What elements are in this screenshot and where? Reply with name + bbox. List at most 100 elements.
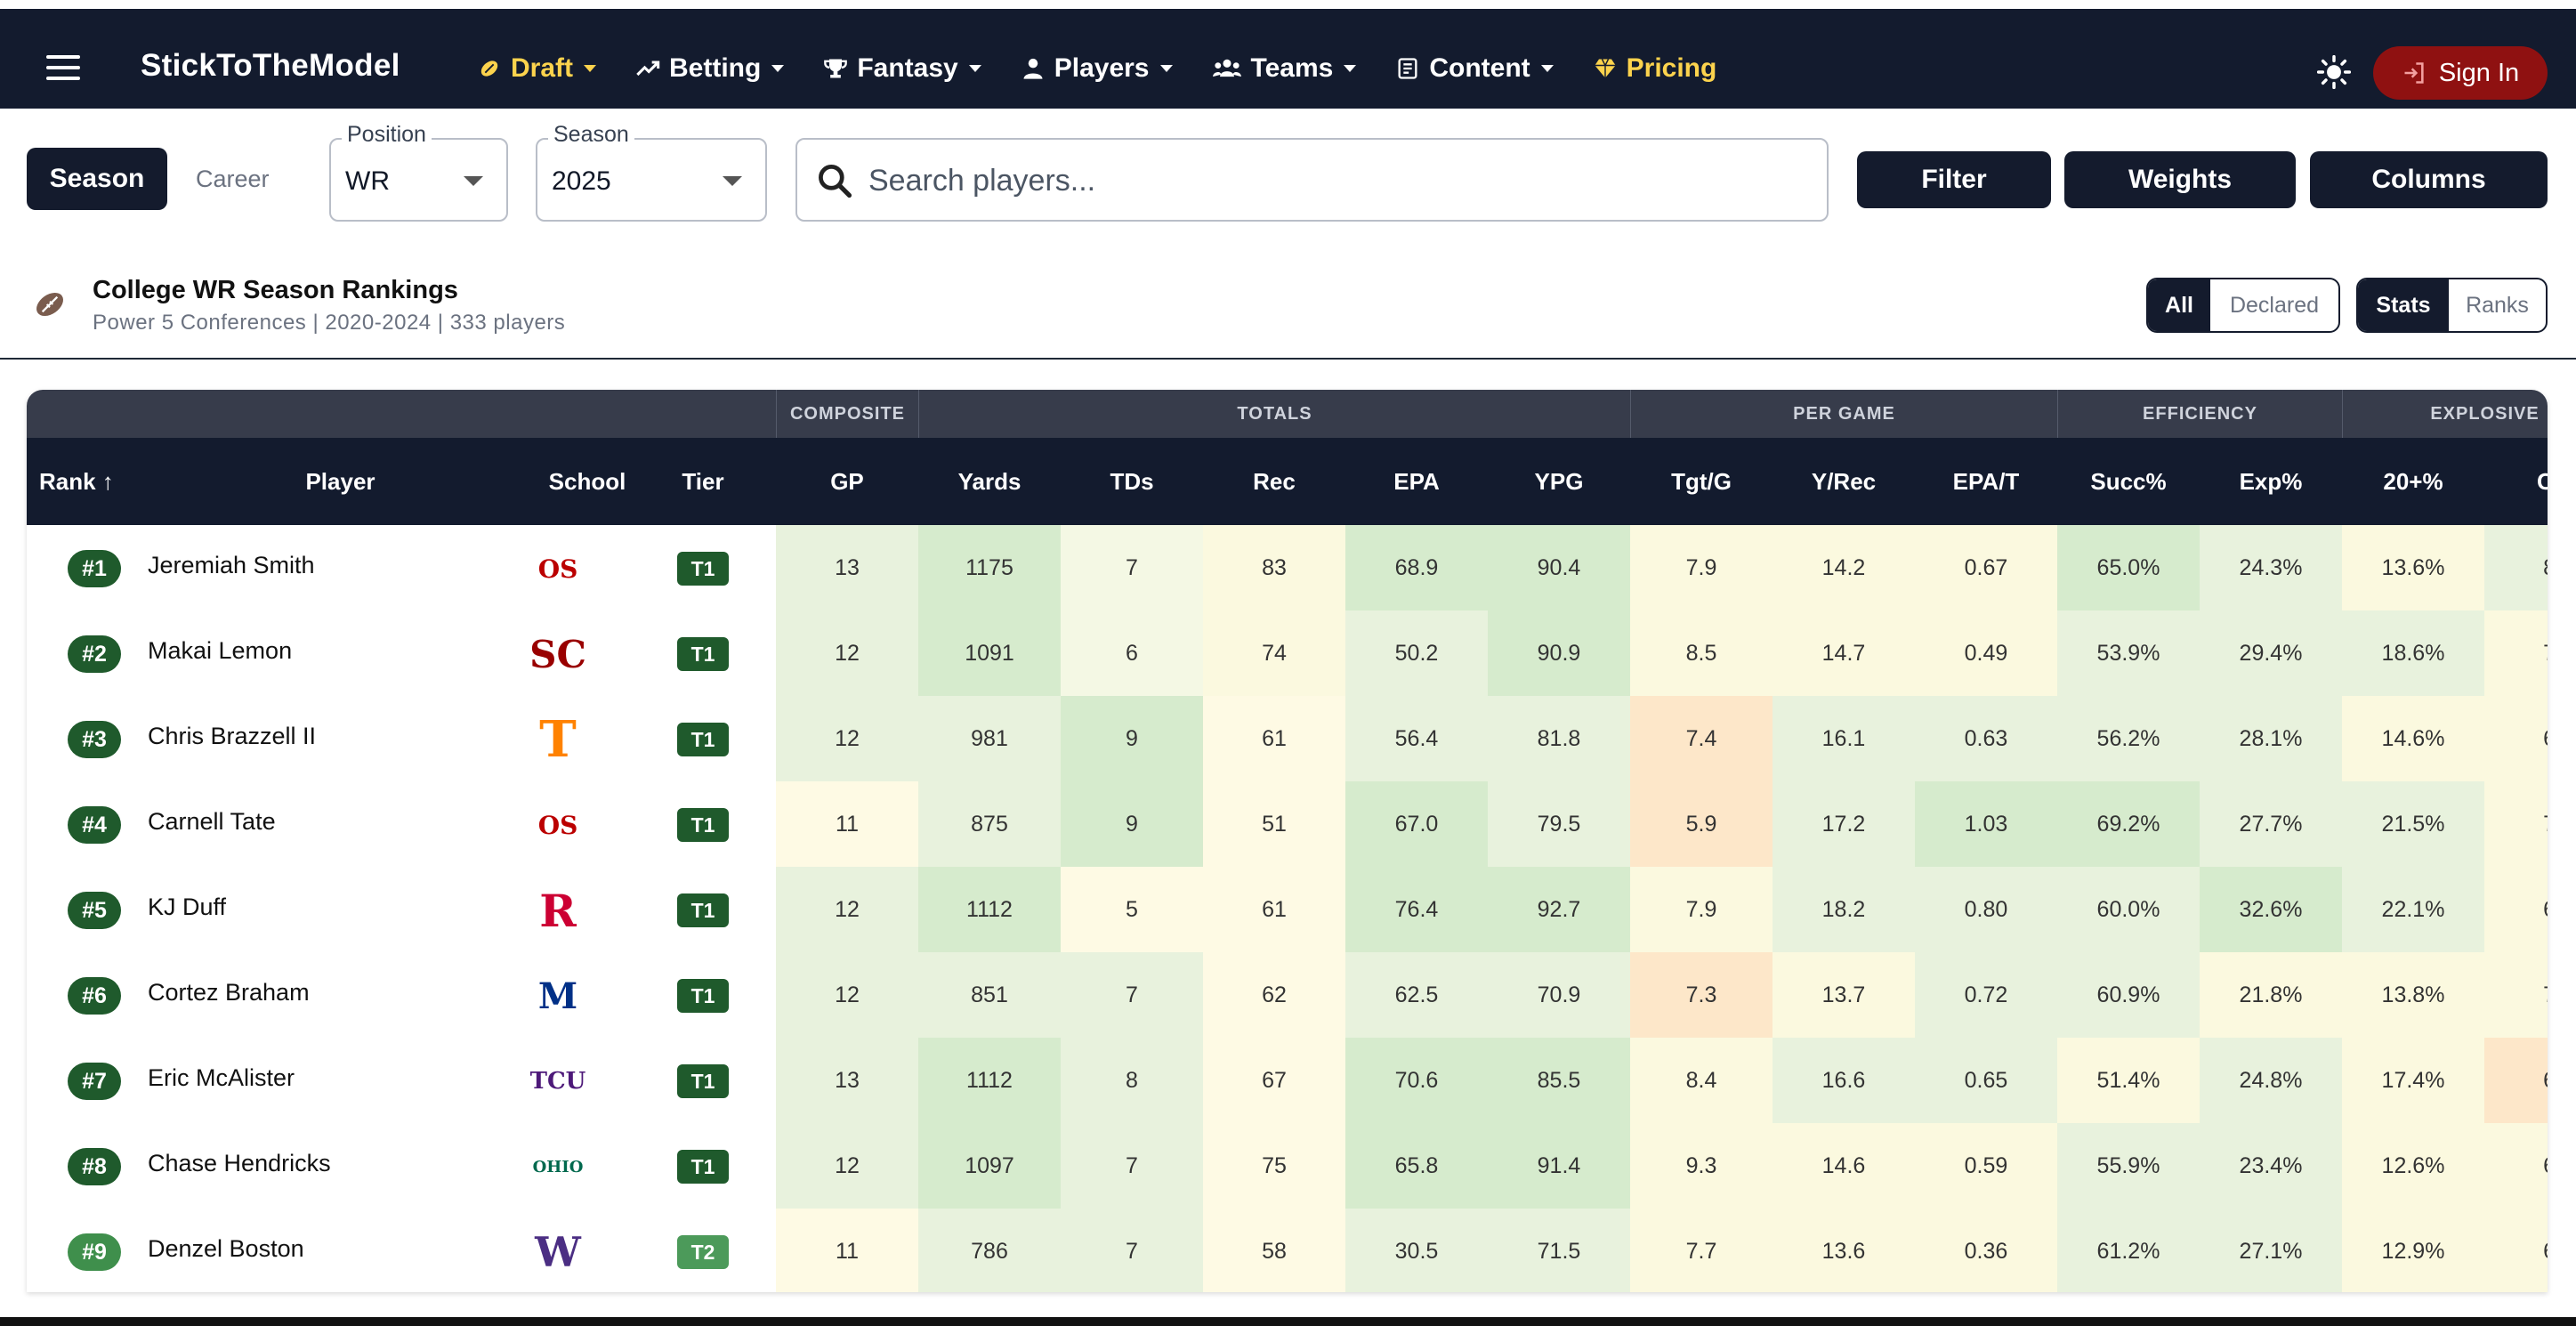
table-row[interactable]: #3 Chris Brazzell II T T1 12 981 9 61 56.4 81.8 7.… <box>27 696 2548 781</box>
stat-cell: 9.3 <box>1630 1123 1773 1209</box>
player-name[interactable]: Jeremiah Smith <box>148 552 315 578</box>
player-name[interactable]: Chase Hendricks <box>148 1150 331 1176</box>
group-per-game: PER GAME <box>1630 390 2057 438</box>
stat-cell: 78 <box>2484 781 2548 867</box>
menu-teams[interactable]: Teams <box>1212 43 1357 94</box>
column-header-succ[interactable]: Succ% <box>2090 467 2167 495</box>
stat-cell: 6 <box>1061 610 1203 696</box>
column-header-player[interactable]: Player <box>305 467 375 495</box>
stat-cell: 80 <box>2484 525 2548 610</box>
stat-cell: 67.0 <box>1345 781 1488 867</box>
column-header-ypg[interactable]: YPG <box>1534 467 1584 495</box>
column-header-20[interactable]: 20+% <box>2383 467 2443 495</box>
columns-button[interactable]: Columns <box>2310 151 2548 208</box>
stat-cell: 7.3 <box>1630 952 1773 1038</box>
column-header-rank[interactable]: Rank ↑ <box>39 467 114 495</box>
sign-in-button[interactable]: Sign In <box>2373 46 2548 100</box>
table-row[interactable]: #9 Denzel Boston W T2 11 786 7 58 30.5 71.5 7.7 13.… <box>27 1209 2548 1292</box>
column-header-exp[interactable]: Exp% <box>2239 467 2303 495</box>
rank-badge: #9 <box>68 1233 121 1271</box>
stat-cell: 62.5 <box>1345 952 1488 1038</box>
school-logo-icon: OS <box>537 810 578 840</box>
toggle-declared[interactable]: Declared <box>2229 292 2320 318</box>
tab-career[interactable]: Career <box>196 166 270 192</box>
sun-icon[interactable] <box>2317 55 2351 89</box>
table-row[interactable]: #2 Makai Lemon SC T1 12 1091 6 74 50.2 90.9 8.5 14.… <box>27 610 2548 696</box>
stat-cell: 64 <box>2484 867 2548 952</box>
column-header-gp[interactable]: GP <box>830 467 864 495</box>
player-name[interactable]: Denzel Boston <box>148 1235 304 1262</box>
column-header-yards[interactable]: Yards <box>957 467 1022 495</box>
player-name[interactable]: Makai Lemon <box>148 637 293 664</box>
stat-cell: 5.9 <box>1630 781 1773 867</box>
menu-pricing[interactable]: Pricing <box>1593 43 1717 94</box>
player-name[interactable]: Cortez Braham <box>148 979 310 1006</box>
menu-fantasy[interactable]: Fantasy <box>823 43 981 94</box>
stat-cell: 875 <box>918 781 1061 867</box>
menu-draft[interactable]: Draft <box>477 43 597 94</box>
chevron-down-icon <box>584 65 597 72</box>
position-value: WR <box>345 166 390 196</box>
menu-players[interactable]: Players <box>1021 43 1173 94</box>
stat-cell: 65.8 <box>1345 1123 1488 1209</box>
stat-cell: 69.2% <box>2057 781 2200 867</box>
trophy-icon <box>824 59 848 78</box>
stat-cell: 13.6% <box>2342 525 2484 610</box>
search-box[interactable] <box>795 138 1829 222</box>
table-row[interactable]: #5 KJ Duff R T1 12 1112 5 61 76.4 92.7 7.9 18.2 0.80… <box>27 867 2548 952</box>
tier-badge: T1 <box>677 552 729 586</box>
player-name[interactable]: Chris Brazzell II <box>148 723 317 749</box>
toggle-ranks[interactable]: Ranks <box>2466 292 2529 318</box>
search-input[interactable] <box>867 156 1805 206</box>
brand-logo[interactable]: StickToTheModel <box>141 48 400 83</box>
filter-button[interactable]: Filter <box>1857 151 2051 208</box>
column-header-epa[interactable]: EPA <box>1393 467 1440 495</box>
table-row[interactable]: #7 Eric McAlister TCU T1 13 1112 8 67 70.6 85.5 8.… <box>27 1038 2548 1123</box>
column-header-y-rec[interactable]: Y/Rec <box>1811 467 1877 495</box>
table-row[interactable]: #1 Jeremiah Smith OS T1 13 1175 7 83 68.9 90.4 7.9… <box>27 525 2548 610</box>
stat-cell: 21.5% <box>2342 781 2484 867</box>
column-header-tds[interactable]: TDs <box>1110 467 1154 495</box>
stat-cell: 13.6 <box>1773 1209 1915 1292</box>
stat-cell: 9 <box>1061 696 1203 781</box>
sign-in-label: Sign In <box>2438 58 2520 87</box>
stat-cell: 91.4 <box>1488 1123 1630 1209</box>
menu-pricing-label: Pricing <box>1626 53 1717 83</box>
column-header-cat[interactable]: Cat <box>2537 467 2548 495</box>
table-row[interactable]: #4 Carnell Tate OS T1 11 875 9 51 67.0 79.5 5.9 17.… <box>27 781 2548 867</box>
stat-cell: 21.8% <box>2200 952 2342 1038</box>
stat-cell: 85.5 <box>1488 1038 1630 1123</box>
menu-content[interactable]: Content <box>1395 43 1554 94</box>
table-row[interactable]: #6 Cortez Braham M T1 12 851 7 62 62.5 70.9 7.3 13.… <box>27 952 2548 1038</box>
menu-betting[interactable]: Betting <box>635 43 785 94</box>
hamburger-menu-icon[interactable] <box>46 55 80 80</box>
tab-season[interactable]: Season <box>27 148 167 210</box>
stat-cell: 12.6% <box>2342 1123 2484 1209</box>
toggle-stats[interactable]: Stats <box>2358 279 2449 331</box>
column-header-tgt-g[interactable]: Tgt/G <box>1671 467 1732 495</box>
table-row[interactable]: #8 Chase Hendricks OHIO T1 12 1097 7 75 65.8 91.4… <box>27 1123 2548 1209</box>
toggle-all[interactable]: All <box>2148 279 2210 331</box>
stat-cell: 8.5 <box>1630 610 1773 696</box>
football-icon <box>36 292 64 317</box>
main-menu: Draft Betting Fantasy Players Teams Cont… <box>477 43 1756 94</box>
column-header-epa-t[interactable]: EPA/T <box>1952 467 2020 495</box>
stat-cell: 13.7 <box>1773 952 1915 1038</box>
stat-cell: 12 <box>776 696 918 781</box>
player-name[interactable]: KJ Duff <box>148 893 227 920</box>
tier-badge: T1 <box>677 979 729 1013</box>
stat-cell: 0.49 <box>1915 610 2057 696</box>
stat-cell: 0.63 <box>1915 696 2057 781</box>
school-logo-icon: R <box>539 884 577 937</box>
player-name[interactable]: Eric McAlister <box>148 1064 295 1091</box>
school-logo-icon: W <box>535 1228 581 1276</box>
season-select[interactable]: Season 2025 <box>536 122 767 222</box>
column-header-school[interactable]: School <box>548 467 626 495</box>
column-header-tier[interactable]: Tier <box>682 467 724 495</box>
stat-cell: 60.9% <box>2057 952 2200 1038</box>
column-header-rec[interactable]: Rec <box>1253 467 1296 495</box>
season-label: Season <box>548 122 634 148</box>
weights-button[interactable]: Weights <box>2064 151 2296 208</box>
player-name[interactable]: Carnell Tate <box>148 808 276 835</box>
position-select[interactable]: Position WR <box>329 122 508 222</box>
